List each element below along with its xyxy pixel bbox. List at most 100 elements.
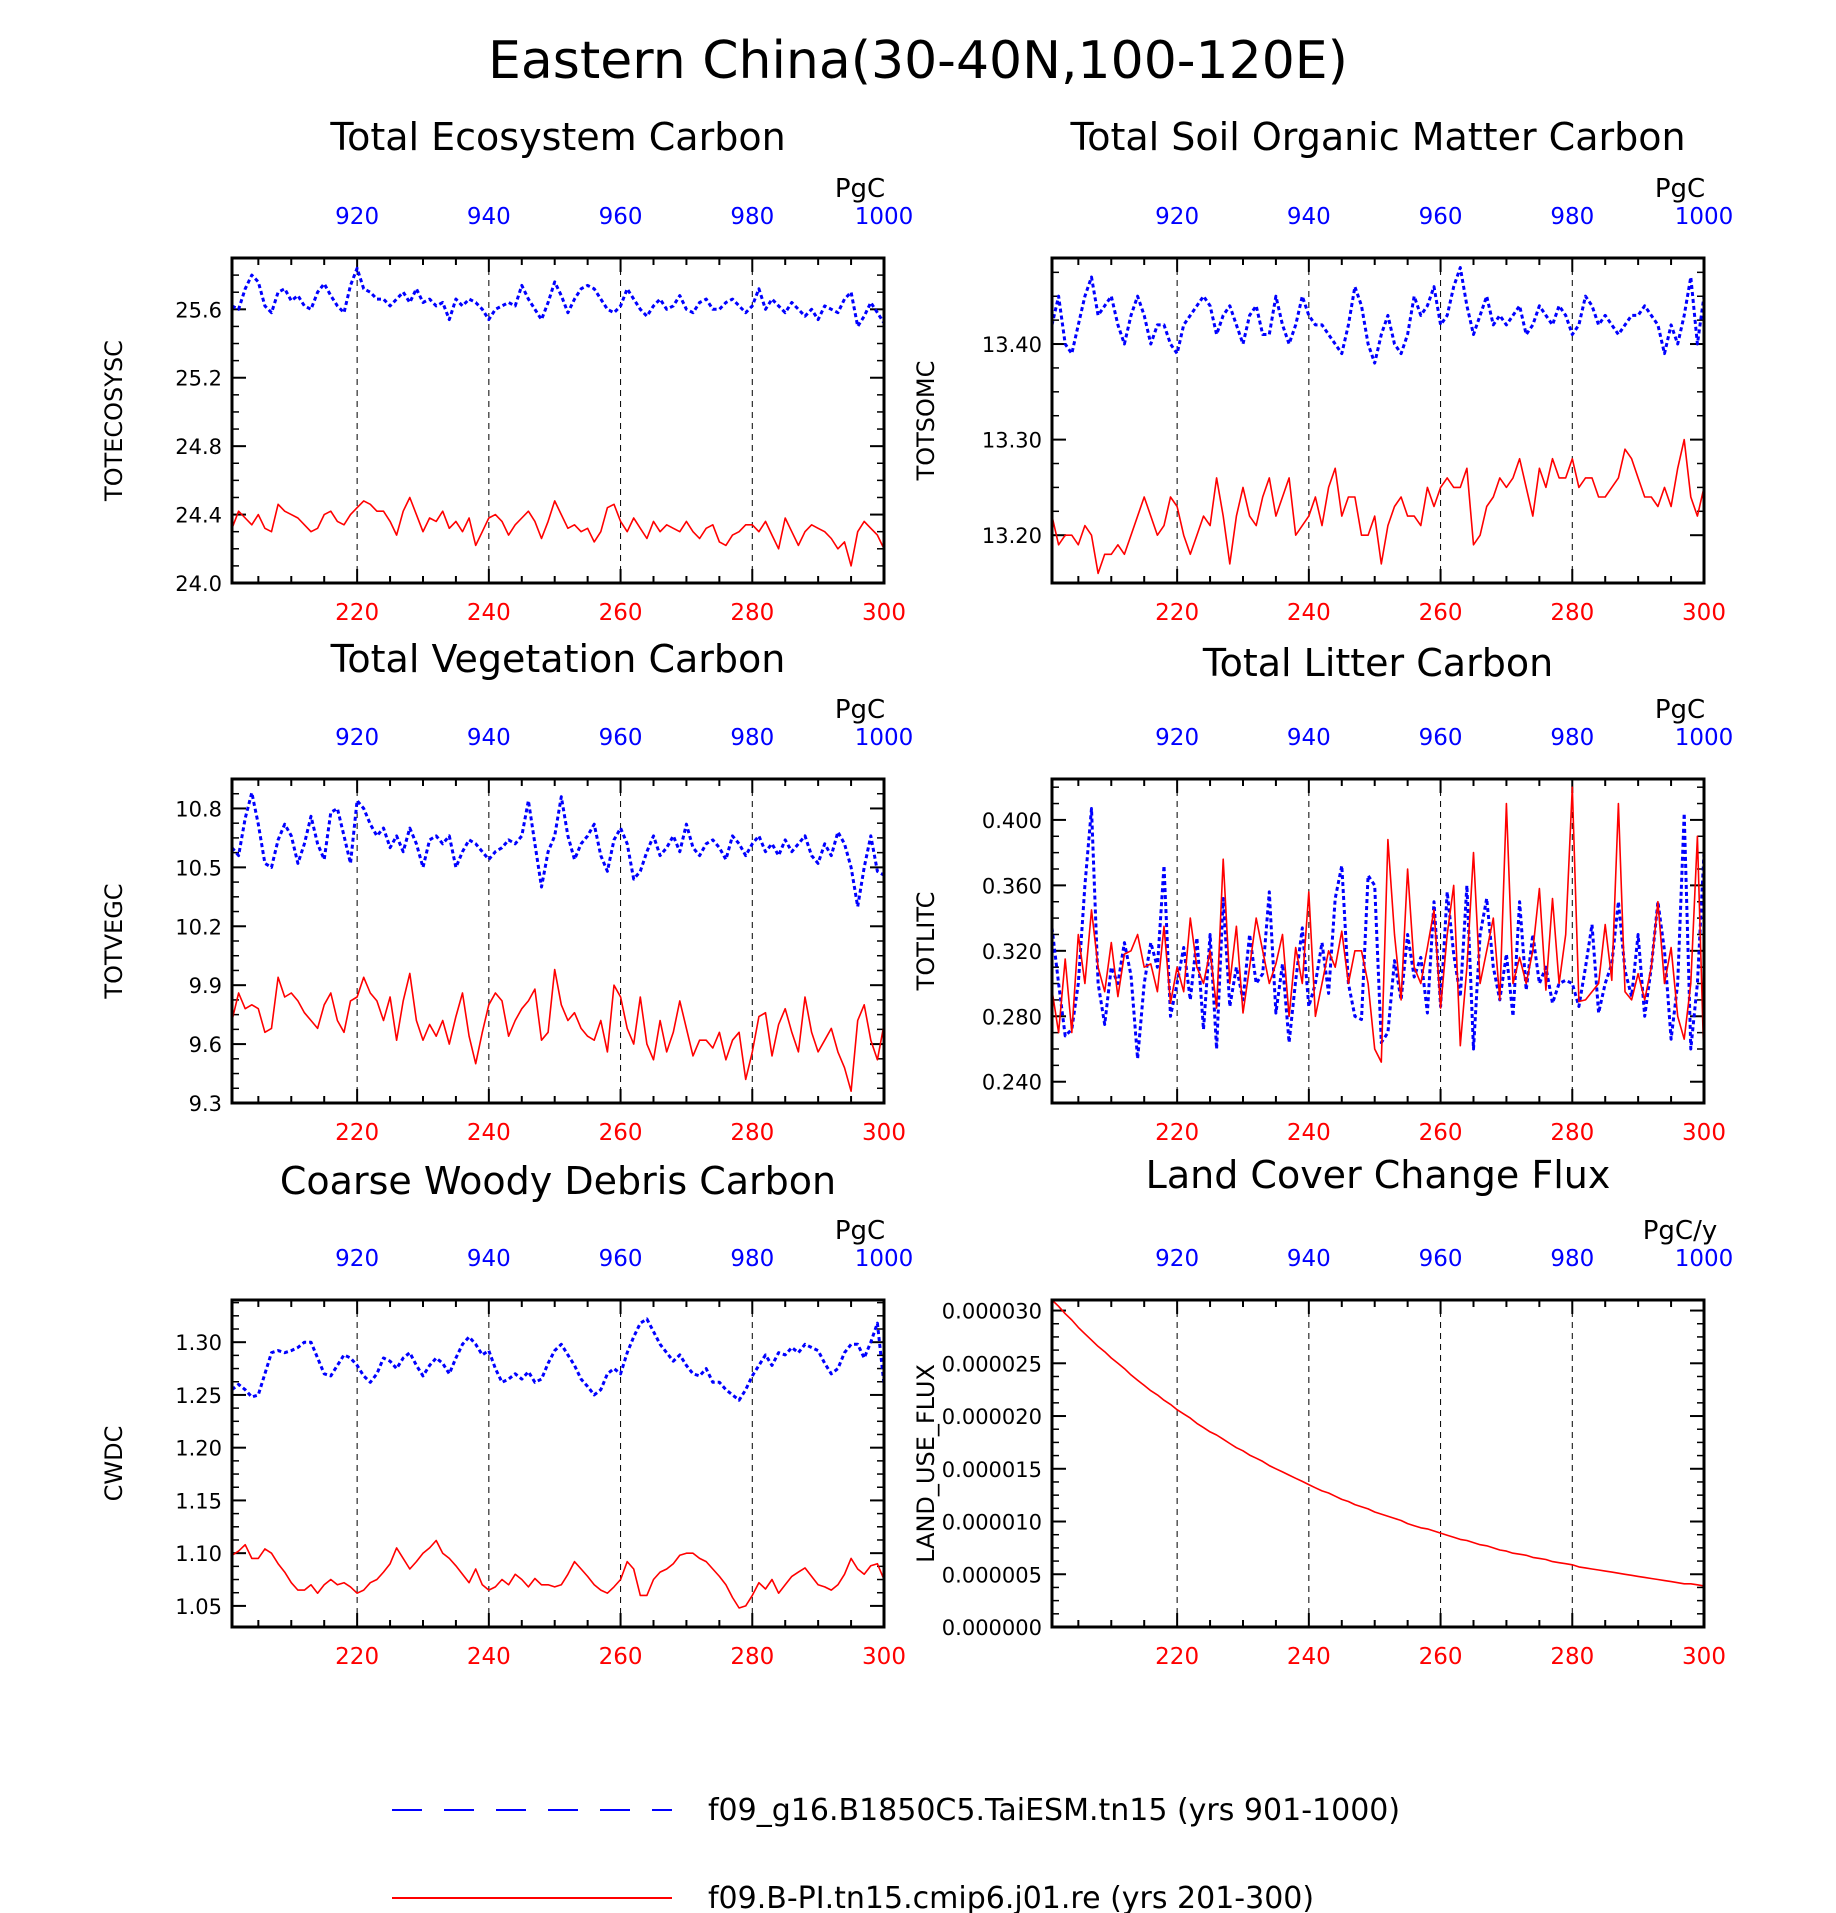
- plot-frame: [230, 1298, 886, 1629]
- x-tick-label-bottom: 280: [1550, 600, 1594, 626]
- series-line-red-solid: [231, 1539, 885, 1609]
- x-tick-label-bottom: 220: [1155, 600, 1199, 626]
- x-tick-label-bottom: 260: [1419, 1644, 1463, 1670]
- y-tick-label: 24.4: [175, 504, 222, 528]
- y-tick-label: 13.20: [982, 524, 1042, 548]
- x-tick-label-bottom: 240: [467, 1120, 511, 1146]
- x-tick-label-bottom: 300: [862, 600, 906, 626]
- series-line-red-solid: [1051, 786, 1705, 1066]
- x-tick-label-bottom: 260: [1419, 1120, 1463, 1146]
- x-tick-label-top: 980: [1550, 204, 1594, 230]
- y-tick-label: 9.6: [189, 1033, 222, 1057]
- x-tick-label-bottom: 280: [730, 1644, 774, 1670]
- plot-frame: [1050, 1298, 1706, 1629]
- panel-title: Total Soil Organic Matter Carbon: [1069, 115, 1685, 159]
- plot-frame: [230, 256, 886, 585]
- y-tick-label: 13.40: [982, 333, 1042, 357]
- x-tick-label-top: 920: [335, 204, 379, 230]
- chart-panel-5: Coarse Woody Debris Carbon 220 240 260 280 30…: [100, 1159, 913, 1670]
- y-tick-label: 0.400: [982, 809, 1042, 833]
- y-tick-label: 10.8: [175, 797, 222, 821]
- x-tick-label-bottom: 280: [1550, 1120, 1594, 1146]
- y-tick-label: 1.10: [175, 1542, 222, 1566]
- panel-title: Total Vegetation Carbon: [330, 637, 786, 681]
- x-tick-label-top: 960: [599, 725, 643, 751]
- units-label: PgC: [1655, 695, 1705, 725]
- legend: f09_g16.B1850C5.TaiESM.tn15 (yrs 901-100…: [392, 1793, 1400, 1913]
- chart-panel-2: Total Soil Organic Matter Carbon 220 240 26…: [912, 115, 1733, 626]
- series-line-blue-dashed: [231, 1317, 886, 1402]
- y-tick-label: 1.30: [175, 1331, 222, 1355]
- x-tick-label-top: 980: [730, 725, 774, 751]
- x-tick-label-bottom: 300: [862, 1644, 906, 1670]
- units-label: PgC: [835, 695, 885, 725]
- x-tick-label-bottom: 220: [335, 600, 379, 626]
- x-tick-label-top: 1000: [1675, 725, 1734, 751]
- y-tick-label: 0.000005: [942, 1563, 1042, 1587]
- x-tick-label-bottom: 220: [335, 1644, 379, 1670]
- y-axis-label: LAND_USE_FLUX: [912, 1364, 940, 1563]
- x-tick-label-bottom: 300: [862, 1120, 906, 1146]
- plot-frame: [1050, 777, 1706, 1105]
- series-line-blue-dashed: [230, 791, 885, 909]
- x-tick-label-top: 960: [1419, 1246, 1463, 1272]
- x-tick-label-bottom: 260: [599, 1644, 643, 1670]
- y-tick-label: 0.000020: [942, 1405, 1042, 1429]
- x-tick-label-bottom: 220: [1155, 1120, 1199, 1146]
- chart-panels: Total Ecosystem Carbon 220 240 260 280 300 920…: [100, 115, 1733, 1670]
- x-tick-label-top: 980: [730, 1246, 774, 1272]
- x-tick-label-bottom: 260: [599, 1120, 643, 1146]
- y-axis-label: CWDC: [100, 1426, 128, 1502]
- x-tick-label-top: 920: [1155, 1246, 1199, 1272]
- x-tick-label-bottom: 300: [1682, 600, 1726, 626]
- panel-title: Coarse Woody Debris Carbon: [280, 1159, 836, 1203]
- series-line-red-solid: [1051, 1299, 1705, 1587]
- x-tick-label-top: 960: [599, 204, 643, 230]
- chart-panel-6: Land Cover Change Flux 220 240 260 280 300 920…: [912, 1153, 1733, 1670]
- y-tick-label: 1.20: [175, 1437, 222, 1461]
- y-tick-label: 25.2: [175, 367, 222, 391]
- y-axis-label: TOTVEGC: [100, 883, 128, 999]
- x-tick-label-top: 980: [1550, 1246, 1594, 1272]
- units-label: PgC: [835, 174, 885, 204]
- x-tick-label-top: 960: [1419, 725, 1463, 751]
- y-tick-label: 10.5: [175, 856, 222, 880]
- chart-panel-4: Total Litter Carbon 220 240 260 280 300 920 940…: [912, 641, 1733, 1146]
- x-tick-label-bottom: 240: [1287, 600, 1331, 626]
- chart-panel-1: Total Ecosystem Carbon 220 240 260 280 300 920…: [100, 115, 913, 626]
- y-tick-label: 10.2: [175, 915, 222, 939]
- y-tick-label: 0.000025: [942, 1352, 1042, 1376]
- x-tick-label-top: 980: [1550, 725, 1594, 751]
- x-tick-label-bottom: 260: [1419, 600, 1463, 626]
- x-tick-label-bottom: 240: [467, 600, 511, 626]
- x-tick-label-top: 960: [1419, 204, 1463, 230]
- x-tick-label-top: 940: [1287, 725, 1331, 751]
- x-tick-label-top: 1000: [1675, 1246, 1734, 1272]
- y-axis-label: TOTECOSYSC: [100, 340, 128, 502]
- figure-title: Eastern China(30-40N,100-120E): [488, 31, 1348, 91]
- y-tick-label: 0.240: [982, 1071, 1042, 1095]
- x-tick-label-top: 940: [467, 725, 511, 751]
- y-tick-label: 1.05: [175, 1595, 222, 1619]
- panel-title: Total Litter Carbon: [1202, 641, 1553, 685]
- units-label: PgC/y: [1643, 1216, 1717, 1246]
- y-tick-label: 0.000030: [942, 1300, 1042, 1324]
- plot-frame: [230, 777, 886, 1105]
- x-tick-label-top: 1000: [855, 204, 914, 230]
- series-line-red-solid: [231, 968, 885, 1092]
- x-tick-label-bottom: 220: [335, 1120, 379, 1146]
- x-tick-label-top: 940: [467, 1246, 511, 1272]
- series-line-blue-dashed: [1050, 807, 1706, 1061]
- units-label: PgC: [1655, 174, 1705, 204]
- y-tick-label: 9.9: [189, 974, 222, 998]
- x-tick-label-top: 1000: [855, 725, 914, 751]
- legend-label-1: f09_g16.B1850C5.TaiESM.tn15 (yrs 901-100…: [708, 1793, 1400, 1828]
- x-tick-label-top: 940: [1287, 204, 1331, 230]
- legend-label-2: f09.B-PI.tn15.cmip6.j01.re (yrs 201-300): [708, 1881, 1314, 1913]
- x-tick-label-top: 940: [467, 204, 511, 230]
- y-tick-label: 1.15: [175, 1489, 222, 1513]
- x-tick-label-top: 920: [335, 1246, 379, 1272]
- x-tick-label-bottom: 240: [467, 1644, 511, 1670]
- y-tick-label: 9.3: [189, 1092, 222, 1116]
- series-line-blue-dashed: [231, 266, 886, 328]
